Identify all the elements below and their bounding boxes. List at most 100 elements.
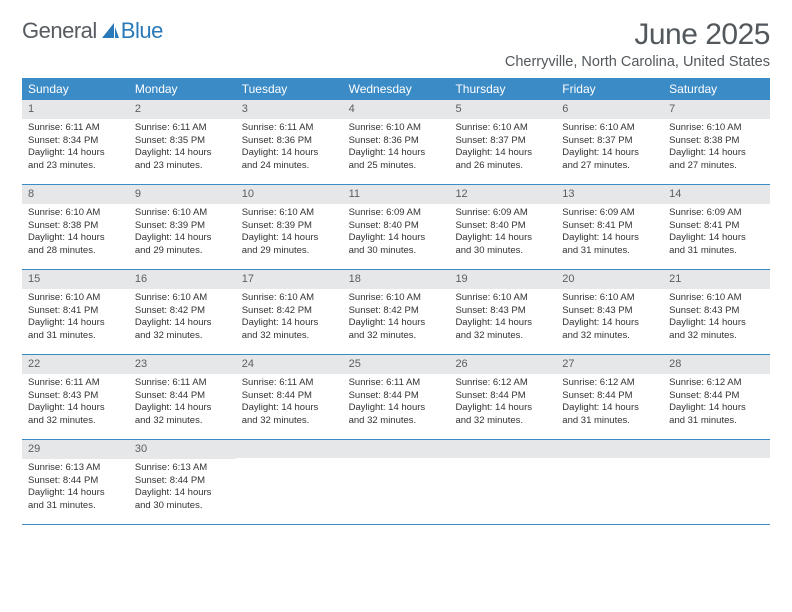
- day-header-thursday: Thursday: [449, 78, 556, 100]
- day-number: 21: [663, 270, 770, 289]
- day-cell: 28Sunrise: 6:12 AMSunset: 8:44 PMDayligh…: [663, 355, 770, 439]
- day-content: Sunrise: 6:10 AMSunset: 8:43 PMDaylight:…: [663, 289, 770, 349]
- day-content: Sunrise: 6:13 AMSunset: 8:44 PMDaylight:…: [22, 459, 129, 519]
- day-content: Sunrise: 6:10 AMSunset: 8:37 PMDaylight:…: [556, 119, 663, 179]
- month-title: June 2025: [505, 18, 770, 52]
- sunset-text: Sunset: 8:35 PM: [135, 135, 230, 148]
- day-number: [663, 440, 770, 458]
- title-block: June 2025 Cherryville, North Carolina, U…: [505, 18, 770, 70]
- sunrise-text: Sunrise: 6:09 AM: [349, 207, 444, 220]
- day-number: 19: [449, 270, 556, 289]
- day-number: 2: [129, 100, 236, 119]
- sunrise-text: Sunrise: 6:11 AM: [135, 122, 230, 135]
- daylight-text: Daylight: 14 hours and 25 minutes.: [349, 147, 444, 173]
- sunset-text: Sunset: 8:44 PM: [242, 390, 337, 403]
- sunset-text: Sunset: 8:44 PM: [669, 390, 764, 403]
- week-row: 15Sunrise: 6:10 AMSunset: 8:41 PMDayligh…: [22, 270, 770, 355]
- day-number: 22: [22, 355, 129, 374]
- sunrise-text: Sunrise: 6:10 AM: [669, 122, 764, 135]
- sunrise-text: Sunrise: 6:10 AM: [669, 292, 764, 305]
- day-header-tuesday: Tuesday: [236, 78, 343, 100]
- day-header-monday: Monday: [129, 78, 236, 100]
- day-number: [556, 440, 663, 458]
- day-content: Sunrise: 6:10 AMSunset: 8:38 PMDaylight:…: [663, 119, 770, 179]
- day-content: Sunrise: 6:09 AMSunset: 8:41 PMDaylight:…: [663, 204, 770, 264]
- day-number: 28: [663, 355, 770, 374]
- day-cell: 9Sunrise: 6:10 AMSunset: 8:39 PMDaylight…: [129, 185, 236, 269]
- day-cell: 19Sunrise: 6:10 AMSunset: 8:43 PMDayligh…: [449, 270, 556, 354]
- sunrise-text: Sunrise: 6:12 AM: [669, 377, 764, 390]
- week-row: 1Sunrise: 6:11 AMSunset: 8:34 PMDaylight…: [22, 100, 770, 185]
- daylight-text: Daylight: 14 hours and 32 minutes.: [669, 317, 764, 343]
- day-number: 17: [236, 270, 343, 289]
- sunset-text: Sunset: 8:37 PM: [562, 135, 657, 148]
- day-header-sunday: Sunday: [22, 78, 129, 100]
- sunrise-text: Sunrise: 6:10 AM: [349, 122, 444, 135]
- day-cell: 22Sunrise: 6:11 AMSunset: 8:43 PMDayligh…: [22, 355, 129, 439]
- day-cell-empty: [343, 440, 450, 524]
- day-number: 26: [449, 355, 556, 374]
- sunrise-text: Sunrise: 6:11 AM: [349, 377, 444, 390]
- day-cell: 8Sunrise: 6:10 AMSunset: 8:38 PMDaylight…: [22, 185, 129, 269]
- day-content: Sunrise: 6:10 AMSunset: 8:41 PMDaylight:…: [22, 289, 129, 349]
- sunset-text: Sunset: 8:43 PM: [562, 305, 657, 318]
- day-content: Sunrise: 6:11 AMSunset: 8:44 PMDaylight:…: [129, 374, 236, 434]
- day-cell: 6Sunrise: 6:10 AMSunset: 8:37 PMDaylight…: [556, 100, 663, 184]
- daylight-text: Daylight: 14 hours and 30 minutes.: [135, 487, 230, 513]
- day-cell: 23Sunrise: 6:11 AMSunset: 8:44 PMDayligh…: [129, 355, 236, 439]
- sunset-text: Sunset: 8:43 PM: [669, 305, 764, 318]
- day-content: Sunrise: 6:12 AMSunset: 8:44 PMDaylight:…: [663, 374, 770, 434]
- day-cell: 13Sunrise: 6:09 AMSunset: 8:41 PMDayligh…: [556, 185, 663, 269]
- sunset-text: Sunset: 8:37 PM: [455, 135, 550, 148]
- daylight-text: Daylight: 14 hours and 31 minutes.: [28, 317, 123, 343]
- sunset-text: Sunset: 8:44 PM: [562, 390, 657, 403]
- day-content: Sunrise: 6:11 AMSunset: 8:35 PMDaylight:…: [129, 119, 236, 179]
- day-header-wednesday: Wednesday: [343, 78, 450, 100]
- day-number: 16: [129, 270, 236, 289]
- location-text: Cherryville, North Carolina, United Stat…: [505, 54, 770, 70]
- daylight-text: Daylight: 14 hours and 32 minutes.: [242, 402, 337, 428]
- day-header-friday: Friday: [556, 78, 663, 100]
- daylight-text: Daylight: 14 hours and 27 minutes.: [669, 147, 764, 173]
- day-content: Sunrise: 6:12 AMSunset: 8:44 PMDaylight:…: [449, 374, 556, 434]
- daylight-text: Daylight: 14 hours and 27 minutes.: [562, 147, 657, 173]
- day-cell: 4Sunrise: 6:10 AMSunset: 8:36 PMDaylight…: [343, 100, 450, 184]
- day-cell: 20Sunrise: 6:10 AMSunset: 8:43 PMDayligh…: [556, 270, 663, 354]
- sunrise-text: Sunrise: 6:10 AM: [455, 292, 550, 305]
- sunrise-text: Sunrise: 6:09 AM: [669, 207, 764, 220]
- daylight-text: Daylight: 14 hours and 31 minutes.: [28, 487, 123, 513]
- sunrise-text: Sunrise: 6:11 AM: [28, 377, 123, 390]
- sunset-text: Sunset: 8:38 PM: [28, 220, 123, 233]
- day-number: 5: [449, 100, 556, 119]
- day-cell-empty: [556, 440, 663, 524]
- sunrise-text: Sunrise: 6:11 AM: [242, 377, 337, 390]
- day-header-saturday: Saturday: [663, 78, 770, 100]
- sunset-text: Sunset: 8:42 PM: [135, 305, 230, 318]
- day-cell: 12Sunrise: 6:09 AMSunset: 8:40 PMDayligh…: [449, 185, 556, 269]
- sunset-text: Sunset: 8:42 PM: [349, 305, 444, 318]
- sunset-text: Sunset: 8:43 PM: [28, 390, 123, 403]
- day-cell: 1Sunrise: 6:11 AMSunset: 8:34 PMDaylight…: [22, 100, 129, 184]
- day-number: 7: [663, 100, 770, 119]
- sunrise-text: Sunrise: 6:13 AM: [28, 462, 123, 475]
- day-number: 11: [343, 185, 450, 204]
- daylight-text: Daylight: 14 hours and 29 minutes.: [135, 232, 230, 258]
- daylight-text: Daylight: 14 hours and 32 minutes.: [455, 317, 550, 343]
- daylight-text: Daylight: 14 hours and 28 minutes.: [28, 232, 123, 258]
- daylight-text: Daylight: 14 hours and 23 minutes.: [28, 147, 123, 173]
- day-content: Sunrise: 6:13 AMSunset: 8:44 PMDaylight:…: [129, 459, 236, 519]
- logo-sail-icon: [100, 22, 120, 40]
- sunset-text: Sunset: 8:41 PM: [562, 220, 657, 233]
- day-content: Sunrise: 6:11 AMSunset: 8:34 PMDaylight:…: [22, 119, 129, 179]
- sunset-text: Sunset: 8:39 PM: [242, 220, 337, 233]
- calendar: SundayMondayTuesdayWednesdayThursdayFrid…: [22, 78, 770, 525]
- day-content: Sunrise: 6:10 AMSunset: 8:42 PMDaylight:…: [236, 289, 343, 349]
- day-content: Sunrise: 6:10 AMSunset: 8:37 PMDaylight:…: [449, 119, 556, 179]
- daylight-text: Daylight: 14 hours and 32 minutes.: [455, 402, 550, 428]
- day-cell: 17Sunrise: 6:10 AMSunset: 8:42 PMDayligh…: [236, 270, 343, 354]
- sunrise-text: Sunrise: 6:11 AM: [28, 122, 123, 135]
- day-cell: 10Sunrise: 6:10 AMSunset: 8:39 PMDayligh…: [236, 185, 343, 269]
- sunrise-text: Sunrise: 6:10 AM: [242, 292, 337, 305]
- day-number: 3: [236, 100, 343, 119]
- day-cell: 21Sunrise: 6:10 AMSunset: 8:43 PMDayligh…: [663, 270, 770, 354]
